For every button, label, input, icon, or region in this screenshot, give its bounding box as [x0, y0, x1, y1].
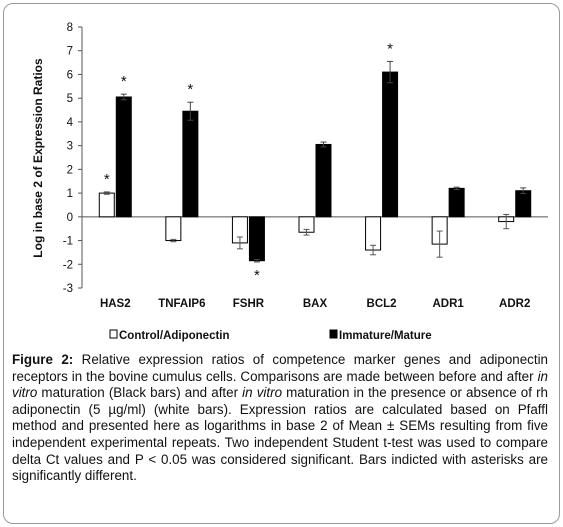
- y-tick-label: 7: [67, 46, 73, 58]
- bar-immature-mature: [315, 143, 332, 218]
- bar-immature-mature: [248, 216, 265, 262]
- legend-label: Control/Adiponectin: [119, 330, 230, 342]
- bar-control-adiponectin: [165, 216, 182, 242]
- caption-italic-2: in vitro: [242, 385, 283, 401]
- significance-marker: *: [187, 81, 193, 98]
- bar-immature-mature: [182, 110, 199, 218]
- bar-immature-mature: [115, 96, 132, 218]
- x-category-label: BAX: [303, 298, 328, 310]
- y-tick-label: 0: [67, 212, 73, 224]
- y-tick-label: -1: [63, 236, 73, 248]
- y-tick-label: 5: [67, 93, 73, 105]
- y-tick-label: 2: [67, 164, 73, 176]
- y-tick-label: 1: [67, 188, 73, 200]
- chart-labels: -3 -2 -1 0 1 2 3 4 5 6 7 8 * * HAS2 * TNFAIP6 * FSHR BAX * BC…: [63, 22, 531, 310]
- y-tick-label: 3: [67, 141, 73, 153]
- x-category-label: TNFAIP6: [158, 298, 205, 310]
- y-tick-label: 8: [67, 22, 73, 34]
- chart-axes: [78, 26, 548, 289]
- x-category-label: HAS2: [100, 298, 131, 310]
- x-category-label: ADR1: [432, 298, 464, 310]
- caption-text-2: maturation (Black bars) and after: [37, 385, 243, 401]
- legend-label: Immature/Mature: [339, 330, 432, 342]
- figure-frame: [3, 3, 560, 524]
- significance-marker: *: [104, 171, 110, 188]
- y-tick-label: -2: [63, 259, 73, 271]
- chart-bars: [98, 60, 532, 263]
- bar-control-adiponectin: [98, 192, 115, 218]
- caption-italic-1: in vitro: [12, 368, 548, 401]
- caption-label: Figure 2:: [12, 352, 74, 367]
- bar-immature-mature: [515, 190, 532, 218]
- significance-marker: *: [121, 73, 127, 90]
- significance-marker: *: [387, 40, 393, 57]
- caption-text-1: Relative expression ratios of competence…: [12, 352, 548, 384]
- x-category-label: FSHR: [233, 298, 265, 310]
- x-category-label: ADR2: [499, 298, 530, 310]
- caption-text-3: maturation in the presence or absence of…: [12, 385, 548, 484]
- bar-immature-mature: [382, 71, 399, 218]
- bar-chart: Log in base 2 of Expression Ratios -3-2-…: [31, 22, 548, 342]
- y-tick-label: 4: [67, 117, 74, 129]
- y-axis-title: Log in base 2 of Expression Ratios: [31, 58, 45, 258]
- figure-caption: Figure 2: Relative expression ratios of …: [12, 352, 548, 485]
- significance-marker: *: [254, 267, 260, 284]
- legend-swatch: [329, 329, 338, 339]
- y-tick-label: 6: [67, 69, 73, 81]
- bar-immature-mature: [448, 187, 465, 218]
- legend-swatch: [109, 329, 118, 339]
- chart-legend: Control/Adiponectin Immature/Mature: [109, 329, 432, 342]
- x-category-label: BCL2: [367, 298, 397, 310]
- y-tick-label: -3: [63, 283, 73, 295]
